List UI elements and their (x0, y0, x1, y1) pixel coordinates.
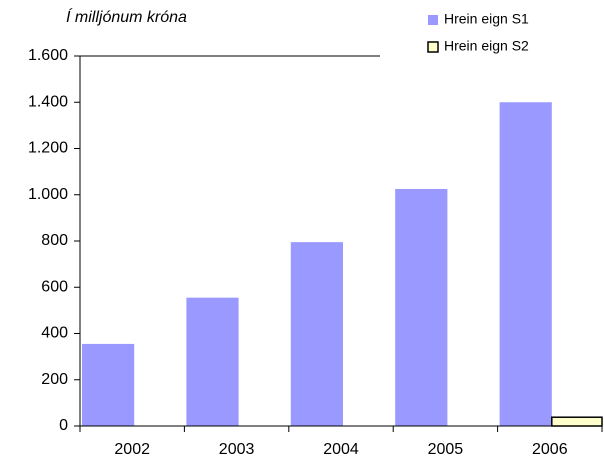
y-tick-label: 1.400 (28, 93, 68, 110)
legend-label: Hrein eign S2 (444, 38, 529, 54)
x-tick-label: 2005 (428, 441, 464, 458)
legend-swatch (427, 41, 439, 53)
x-tick-label: 2006 (532, 441, 568, 458)
y-tick-label: 800 (41, 232, 68, 249)
legend-swatch (428, 15, 438, 25)
y-tick-label: 1.600 (28, 47, 68, 64)
x-tick-label: 2002 (114, 441, 150, 458)
legend-label: Hrein eign S1 (444, 11, 529, 27)
bar (82, 343, 135, 426)
y-tick-label: 1.200 (28, 140, 68, 157)
chart-subtitle: Í milljónum króna (66, 7, 187, 26)
bar (186, 297, 239, 426)
y-tick-label: 200 (41, 371, 68, 388)
bar (499, 102, 552, 426)
bar (290, 242, 343, 426)
x-tick-label: 2003 (219, 441, 255, 458)
bar (551, 416, 603, 427)
y-tick-label: 600 (41, 278, 68, 295)
y-tick-label: 400 (41, 325, 68, 342)
y-tick-label: 1.000 (28, 186, 68, 203)
y-tick-label: 0 (59, 417, 68, 434)
x-tick-label: 2004 (323, 441, 359, 458)
bar (395, 188, 448, 426)
